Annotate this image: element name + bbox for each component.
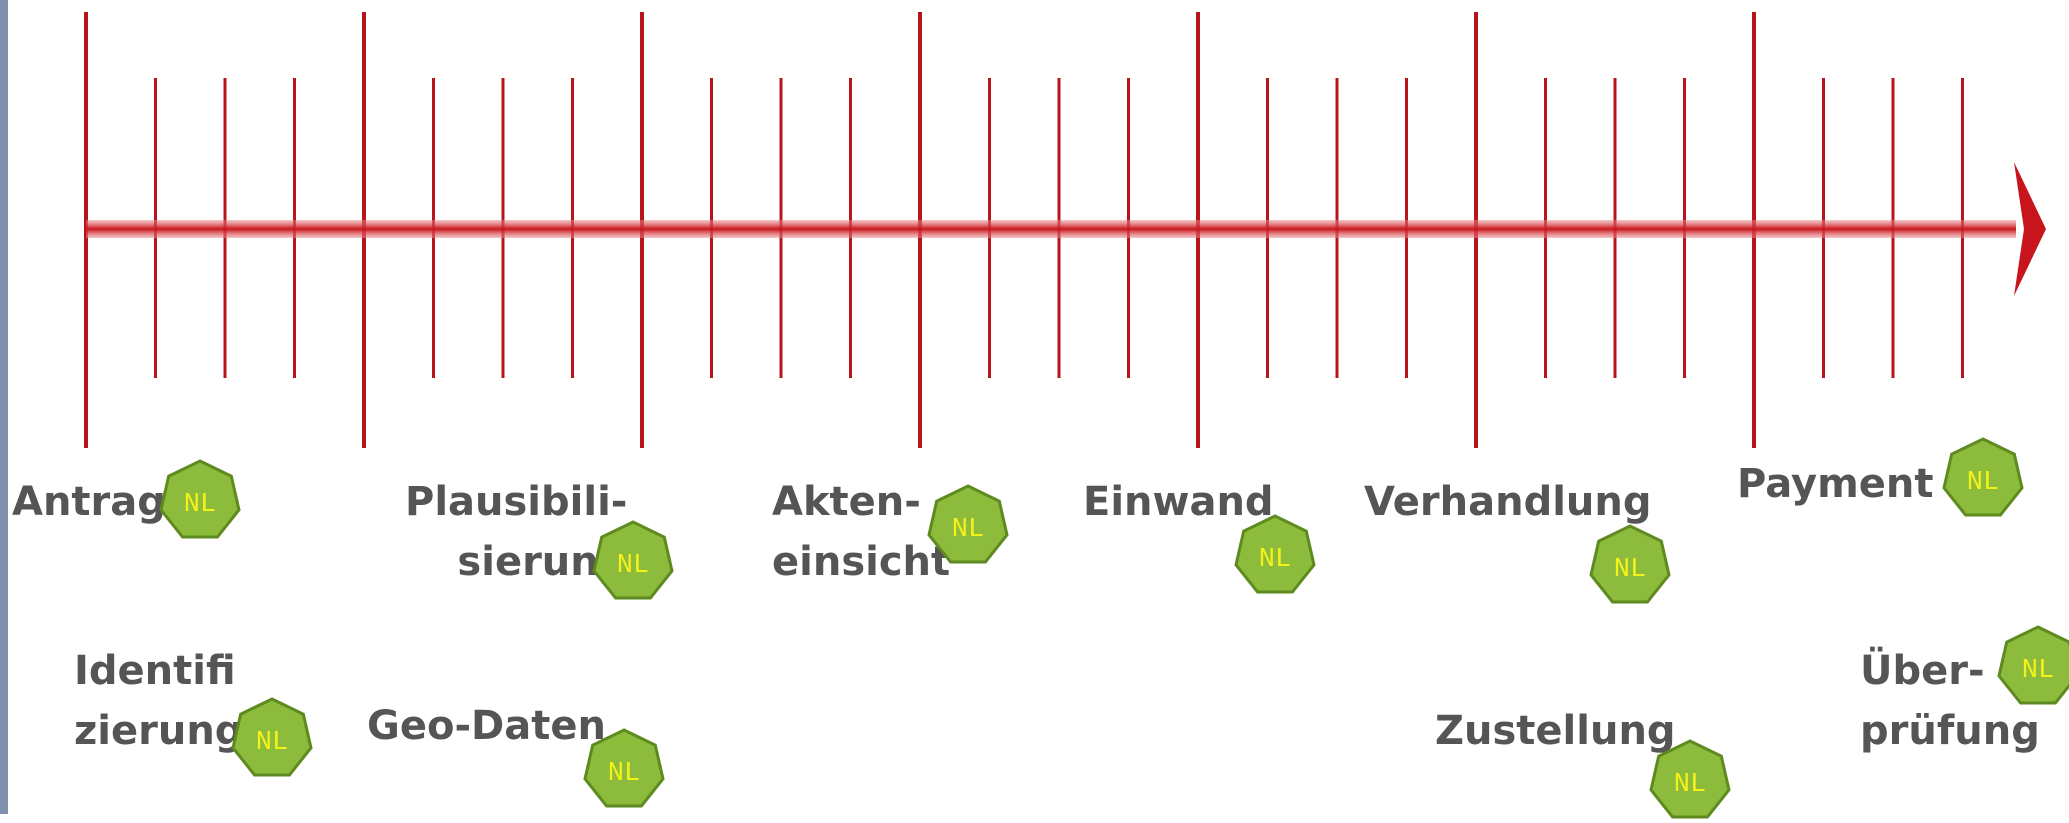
heptagon-badge-icon: NL [927,484,1009,564]
heptagon-shape [583,728,665,808]
heptagon-badge-icon: NL [1234,514,1316,594]
nl-badge-ueberpruefung: NL [1996,625,2069,709]
nl-badge-akteneinsicht: NL [926,484,1010,568]
badge-text: NL [256,728,288,758]
heptagon-shape [1234,514,1316,594]
badge-text: NL [617,551,649,581]
nl-badge-antrag: NL [158,459,242,543]
heptagon-shape [1589,524,1671,604]
nl-badge-identifizierung: NL [230,697,314,781]
step-label-einwand: Einwand [1083,479,1274,525]
step-label-geo-daten: Geo-Daten [367,703,606,749]
step-label-verhandlung: Verhandlung [1364,479,1652,525]
step-label-payment: Payment [1737,461,1934,507]
nl-badge-einwand: NL [1233,514,1317,598]
heptagon-badge-icon: NL [592,520,674,600]
nl-badge-verhandlung: NL [1588,524,1672,608]
heptagon-shape [159,459,241,539]
nl-badge-zustellung: NL [1648,739,1732,823]
nl-badge-payment: NL [1941,437,2025,521]
step-label-akteneinsicht: Akten- einsicht [772,479,951,585]
heptagon-badge-icon: NL [583,728,665,808]
heptagon-shape [231,697,313,777]
heptagon-badge-icon: NL [1997,625,2069,705]
badge-text: NL [184,490,216,520]
badge-text: NL [1614,555,1646,585]
step-label-antrag: Antrag [12,479,166,525]
timeline-arrow-shaft [86,220,2016,238]
step-label-ueberpruefung: Über- prüfung [1860,648,2040,754]
heptagon-shape [1997,625,2069,705]
heptagon-shape [1942,437,2024,517]
step-label-zustellung: Zustellung [1435,708,1676,754]
timeline-arrow-head [2014,162,2046,296]
badge-text: NL [1674,770,1706,800]
heptagon-badge-icon: NL [1942,437,2024,517]
badge-text: NL [952,515,984,545]
badge-text: NL [1967,468,1999,498]
heptagon-shape [592,520,674,600]
badge-text: NL [608,759,640,789]
heptagon-badge-icon: NL [1649,739,1731,819]
badge-text: NL [2022,656,2054,686]
heptagon-shape [927,484,1009,564]
nl-badge-plausibilisierung: NL [591,520,675,604]
step-label-identifizierung: Identifi zierung [74,648,244,754]
heptagon-badge-icon: NL [231,697,313,777]
heptagon-badge-icon: NL [1589,524,1671,604]
left-edge-strip [0,0,8,814]
heptagon-badge-icon: NL [159,459,241,539]
nl-badge-geo-daten: NL [582,728,666,812]
badge-text: NL [1259,545,1291,575]
